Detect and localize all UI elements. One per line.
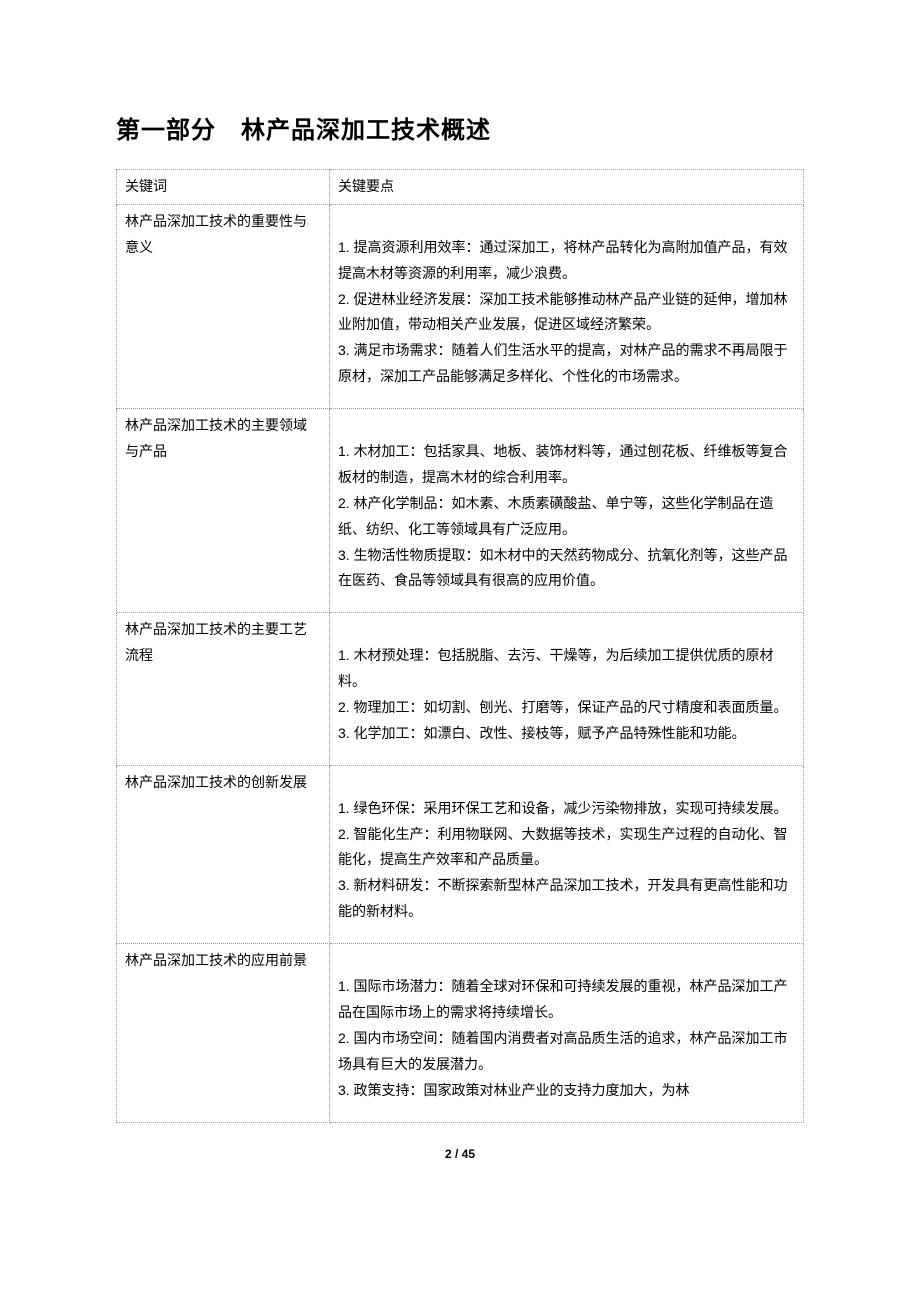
- cell-points: 1. 绿色环保：采用环保工艺和设备，减少污染物排放，实现可持续发展。 2. 智能…: [329, 765, 803, 943]
- cell-keyword: 林产品深加工技术的应用前景: [117, 944, 330, 1122]
- page-title: 第一部分 林产品深加工技术概述: [116, 110, 804, 145]
- table-row: 林产品深加工技术的主要领域与产品 1. 木材加工：包括家具、地板、装饰材料等，通…: [117, 409, 804, 613]
- page-number: 2 / 45: [116, 1147, 804, 1161]
- cell-points: 1. 国际市场潜力：随着全球对环保和可持续发展的重视，林产品深加工产品在国际市场…: [329, 944, 803, 1122]
- cell-keyword: 林产品深加工技术的重要性与意义: [117, 204, 330, 408]
- cell-keyword: 林产品深加工技术的创新发展: [117, 765, 330, 943]
- content-table: 关键词 关键要点 林产品深加工技术的重要性与意义 1. 提高资源利用效率：通过深…: [116, 169, 804, 1123]
- cell-points: 1. 木材预处理：包括脱脂、去污、干燥等，为后续加工提供优质的原材料。 2. 物…: [329, 613, 803, 765]
- table-row: 林产品深加工技术的创新发展 1. 绿色环保：采用环保工艺和设备，减少污染物排放，…: [117, 765, 804, 943]
- cell-keyword: 林产品深加工技术的主要领域与产品: [117, 409, 330, 613]
- table-row: 林产品深加工技术的主要工艺流程 1. 木材预处理：包括脱脂、去污、干燥等，为后续…: [117, 613, 804, 765]
- header-keyword: 关键词: [117, 170, 330, 205]
- table-header-row: 关键词 关键要点: [117, 170, 804, 205]
- cell-points: 1. 木材加工：包括家具、地板、装饰材料等，通过刨花板、纤维板等复合板材的制造，…: [329, 409, 803, 613]
- header-points: 关键要点: [329, 170, 803, 205]
- cell-points: 1. 提高资源利用效率：通过深加工，将林产品转化为高附加值产品，有效提高木材等资…: [329, 204, 803, 408]
- cell-keyword: 林产品深加工技术的主要工艺流程: [117, 613, 330, 765]
- table-row: 林产品深加工技术的重要性与意义 1. 提高资源利用效率：通过深加工，将林产品转化…: [117, 204, 804, 408]
- table-row: 林产品深加工技术的应用前景 1. 国际市场潜力：随着全球对环保和可持续发展的重视…: [117, 944, 804, 1122]
